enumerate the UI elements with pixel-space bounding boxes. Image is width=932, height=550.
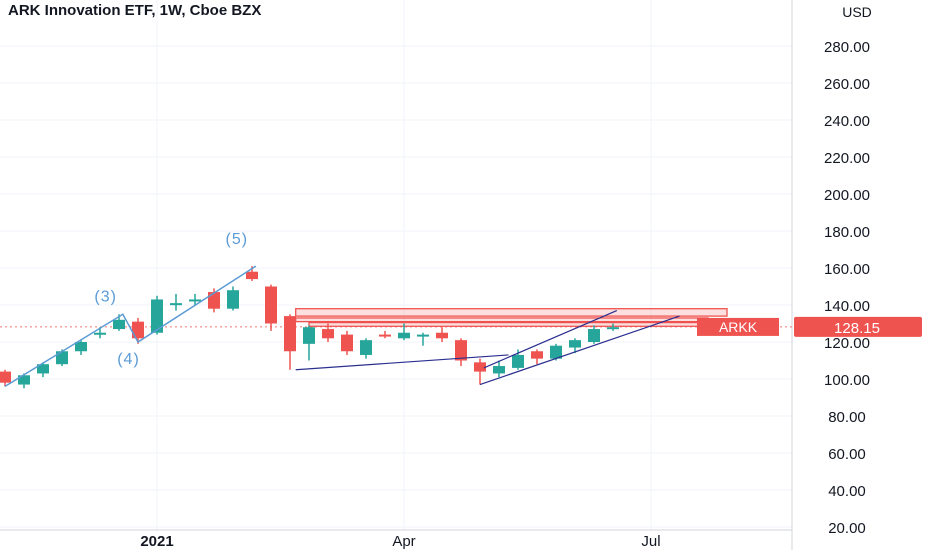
candle-body [208, 292, 220, 309]
resistance-zone [308, 321, 709, 327]
candle-body [379, 334, 391, 337]
candle-body [531, 351, 543, 359]
y-tick-label: 120.00 [824, 335, 870, 352]
wave-path [4, 265, 257, 388]
candle-body [284, 316, 296, 352]
candle-body [265, 286, 277, 324]
candle-body [151, 299, 163, 333]
y-tick-label: 220.00 [824, 150, 870, 167]
candle-body [474, 362, 486, 372]
candle-body [37, 364, 49, 374]
y-tick-label: 80.00 [828, 409, 866, 426]
wave-label: (3) [94, 288, 117, 305]
currency-label: USD [842, 4, 872, 20]
candle-body [607, 327, 619, 330]
candle-body [493, 366, 505, 374]
candle-body [170, 303, 182, 306]
trend-line [483, 309, 618, 369]
trend-line [479, 315, 680, 386]
y-tick-label: 240.00 [824, 113, 870, 130]
candle-body [189, 299, 201, 302]
symbol-tag [697, 317, 779, 336]
trend-line [295, 354, 509, 371]
candle-body [436, 332, 448, 339]
y-tick-label: 60.00 [828, 446, 866, 463]
price-tag [794, 316, 922, 337]
wave-label: (5) [226, 231, 249, 248]
candle-body [417, 334, 429, 337]
x-tick-label: Jul [641, 533, 660, 550]
candle-body [341, 334, 353, 352]
y-tick-label: 200.00 [824, 187, 870, 204]
candle-body [322, 329, 334, 339]
candle-body [398, 332, 410, 339]
candle-body [227, 290, 239, 309]
y-tick-label: 140.00 [824, 298, 870, 315]
candle-body [94, 332, 106, 335]
y-tick-label: 100.00 [824, 372, 870, 389]
candle-body [455, 340, 467, 361]
candle-body [303, 327, 315, 344]
y-tick-label: 20.00 [828, 520, 866, 537]
candle-body [246, 271, 258, 280]
y-tick-label: 160.00 [824, 261, 870, 278]
resistance-zone [295, 308, 728, 317]
candle-body [113, 319, 125, 330]
candle-body [75, 342, 87, 352]
candle-body [132, 321, 144, 339]
candle-body [360, 340, 372, 355]
candle-body [56, 351, 68, 365]
x-tick-label: 2021 [140, 533, 173, 550]
wave-label: (4) [117, 351, 140, 368]
candle-body [550, 345, 562, 359]
y-tick-label: 40.00 [828, 483, 866, 500]
symbol-tag-label: ARKK [719, 319, 758, 335]
candle-body [569, 340, 581, 348]
y-tick-label: 180.00 [824, 224, 870, 241]
chart-title: ARK Innovation ETF, 1W, Cboe BZX [8, 2, 262, 19]
y-tick-label: 280.00 [824, 39, 870, 56]
y-tick-label: 260.00 [824, 76, 870, 93]
candle-body [588, 329, 600, 342]
candle-body [0, 371, 11, 383]
candle-body [18, 375, 30, 385]
x-tick-label: Apr [392, 533, 415, 550]
resistance-zone [295, 317, 709, 323]
candle-body [512, 354, 524, 368]
price-tag-label: 128.15 [834, 320, 880, 337]
